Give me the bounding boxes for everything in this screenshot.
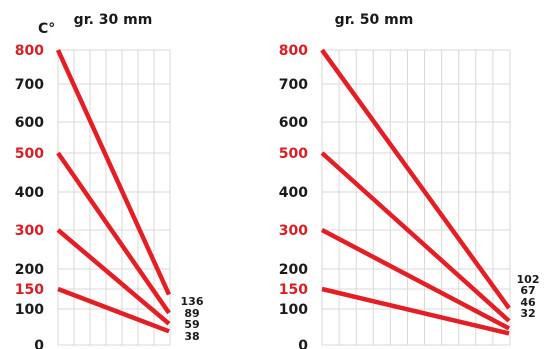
- y-tick-label: 500: [15, 146, 44, 162]
- y-tick-label: 300: [279, 223, 308, 239]
- y-tick-label: 0: [34, 338, 44, 349]
- end-value-label: 32: [520, 307, 535, 320]
- end-value-label: 46: [520, 296, 536, 309]
- end-value-label: 38: [184, 330, 199, 343]
- end-value-label: 136: [181, 295, 204, 308]
- y-tick-label: 700: [15, 77, 44, 93]
- y-tick-label: 600: [15, 115, 44, 131]
- y-tick-label: 200: [15, 262, 44, 278]
- grid: [321, 49, 511, 346]
- chart-title-50mm: gr. 50 mm: [335, 12, 414, 28]
- chart-panel-30mm: C° gr. 30 mm 800 700 600 500 400 300 200 150 100…: [15, 12, 204, 349]
- grid: [57, 49, 171, 346]
- series-line-150: [321, 286, 510, 336]
- y-tick-label: 100: [15, 302, 44, 318]
- y-tick-label: 200: [279, 262, 308, 278]
- y-tick-label: 400: [15, 185, 44, 201]
- series-line-500: [56, 151, 171, 315]
- end-value-label: 89: [184, 307, 199, 320]
- series-line-300: [56, 228, 171, 326]
- y-tick-label: 600: [279, 115, 308, 131]
- y-tick-label: 800: [279, 43, 308, 59]
- series-line-800: [55, 49, 172, 296]
- series-line-150: [57, 286, 170, 334]
- end-value-label: 67: [520, 284, 535, 297]
- y-tick-label: 150: [279, 282, 308, 298]
- y-tick-label: 150: [15, 282, 44, 298]
- y-tick-label: 400: [279, 185, 308, 201]
- series-line-500: [320, 151, 511, 323]
- y-axis-unit-label: C°: [38, 21, 55, 37]
- chart-title-30mm: gr. 30 mm: [74, 12, 153, 28]
- series-line-300: [320, 228, 511, 331]
- series-line-800: [320, 48, 511, 310]
- y-tick-label: 0: [298, 338, 308, 349]
- y-tick-label: 800: [15, 43, 44, 59]
- y-tick-label: 700: [279, 77, 308, 93]
- y-tick-label: 100: [279, 302, 308, 318]
- chart-panel-50mm: gr. 50 mm 800 700 600 500 400 300 200 150 100 0 10…: [279, 12, 540, 349]
- end-value-label: 59: [184, 318, 199, 331]
- y-tick-label: 300: [15, 223, 44, 239]
- end-value-label: 102: [517, 273, 540, 286]
- y-tick-label: 500: [279, 146, 308, 162]
